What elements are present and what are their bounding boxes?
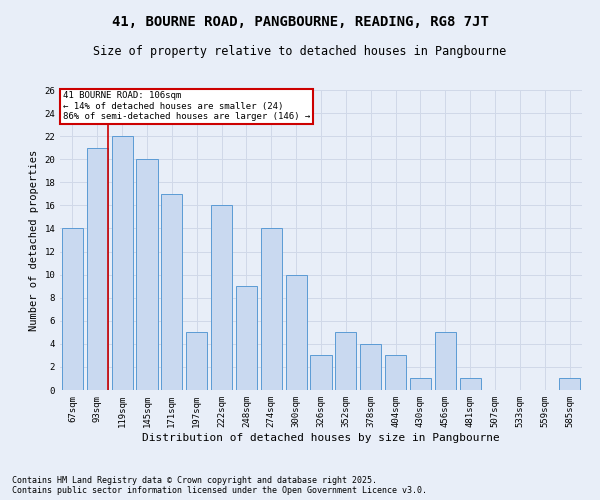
Bar — [460, 378, 481, 390]
Bar — [161, 194, 182, 390]
Bar — [360, 344, 381, 390]
Bar — [410, 378, 431, 390]
Bar — [310, 356, 332, 390]
Bar — [62, 228, 83, 390]
Bar — [112, 136, 133, 390]
Text: Size of property relative to detached houses in Pangbourne: Size of property relative to detached ho… — [94, 45, 506, 58]
Bar — [87, 148, 108, 390]
Text: 41, BOURNE ROAD, PANGBOURNE, READING, RG8 7JT: 41, BOURNE ROAD, PANGBOURNE, READING, RG… — [112, 15, 488, 29]
Y-axis label: Number of detached properties: Number of detached properties — [29, 150, 39, 330]
Bar — [286, 274, 307, 390]
Bar — [236, 286, 257, 390]
Bar — [261, 228, 282, 390]
Bar — [186, 332, 207, 390]
Text: 41 BOURNE ROAD: 106sqm
← 14% of detached houses are smaller (24)
86% of semi-det: 41 BOURNE ROAD: 106sqm ← 14% of detached… — [62, 92, 310, 122]
Bar — [136, 159, 158, 390]
Text: Contains HM Land Registry data © Crown copyright and database right 2025.
Contai: Contains HM Land Registry data © Crown c… — [12, 476, 427, 495]
Bar — [385, 356, 406, 390]
Bar — [435, 332, 456, 390]
Bar — [559, 378, 580, 390]
X-axis label: Distribution of detached houses by size in Pangbourne: Distribution of detached houses by size … — [142, 432, 500, 442]
Bar — [335, 332, 356, 390]
Bar — [211, 206, 232, 390]
